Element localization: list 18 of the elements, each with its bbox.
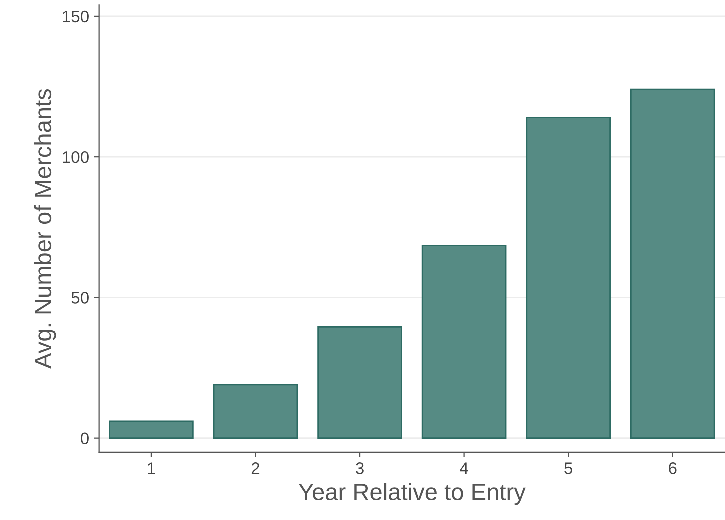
y-tick-label: 100 [63,151,89,164]
x-tick-label: 6 [669,462,677,474]
y-tick-label: 50 [72,292,89,304]
y-tick-label: 0 [80,432,89,445]
y-tick-label: 150 [63,10,89,23]
bar [422,244,507,440]
bar [630,88,716,440]
x-tick-label: 2 [252,462,260,474]
x-tick-label: 4 [460,462,468,474]
x-axis-title: Year Relative to Entry [298,483,526,506]
x-tick-label: 5 [564,462,573,474]
x-tick-label: 3 [356,462,364,474]
bar [109,420,194,440]
bar [318,326,402,440]
x-tick-label: 1 [148,462,156,474]
y-axis-title: Avg. Number of Merchants [34,89,56,369]
bar [526,117,611,440]
bar [213,384,298,440]
